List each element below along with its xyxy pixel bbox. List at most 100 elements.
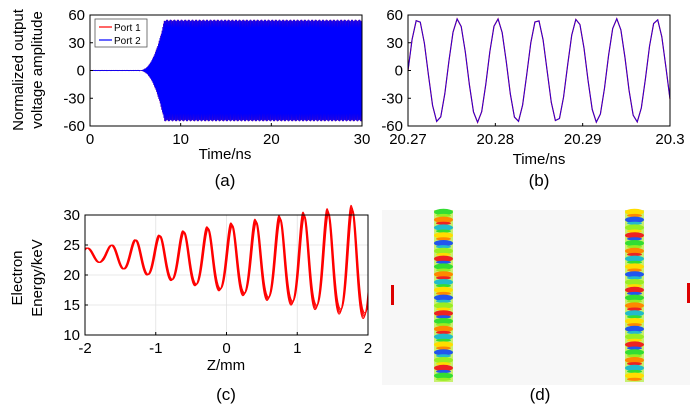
panel-d-beam-bunch-edge <box>627 377 642 381</box>
panel-b-xtick-label: 20.29 <box>564 131 602 148</box>
panel-d-beam-bunch-edge <box>627 252 642 257</box>
panel-b-xtick-label: 20.3 <box>655 131 684 148</box>
panel-d-beam-bunch <box>434 279 453 286</box>
panel-a-ticks: 0 10 20 30 60 30 0 -30 -60 <box>63 7 370 148</box>
panel-d-beam-bunch <box>434 240 453 247</box>
panel-c-caption: (c) <box>216 385 236 404</box>
panel-b-xtick-label: 20.28 <box>477 131 515 148</box>
panel-a-series-port-2 <box>89 19 363 122</box>
panel-c-ytick-label: 15 <box>63 297 80 314</box>
panel-d-beam-bunch-edge <box>436 369 451 374</box>
panel-d-beam-bunch <box>625 294 644 301</box>
panel-d-beam-bunch-edge <box>436 354 451 358</box>
panel-d-beam-bunch-edge <box>436 377 451 381</box>
panel-d-beam-bunch-edge <box>627 315 642 319</box>
panel-c-ytick-label: 30 <box>63 207 80 224</box>
panel-c-xlabel: Z/mm <box>207 357 245 374</box>
panel-d-beam-bunch <box>625 357 644 364</box>
panel-d-beam-bunch-edge <box>627 323 642 327</box>
legend-box <box>94 18 148 48</box>
panel-d-beam-bunch-edge <box>627 237 642 241</box>
panel-c-xtick-label: -2 <box>78 340 91 357</box>
panel-d-beam-bunch-edge <box>436 221 451 225</box>
panel-a-legend: Port 1 Port 2 <box>94 18 148 48</box>
panel-d-beam-bunch <box>625 279 644 286</box>
panel-a-plot-area <box>89 19 363 122</box>
panel-b-plot-area <box>407 17 671 124</box>
panel-d-beam-bunch <box>625 372 644 379</box>
panel-d-beam-bunch-edge <box>627 354 642 358</box>
panel-d-beam-bunch-edge <box>627 284 642 288</box>
panel-d-beam-bunch <box>625 255 644 262</box>
panel-d-beam-bunch <box>434 286 453 294</box>
panel-b-ytick-label: -60 <box>381 118 403 135</box>
panel-d-beam-bunch <box>434 341 453 348</box>
panel-b-xlabel: Time/ns <box>513 151 566 168</box>
panel-d-beam-bunch-edge <box>436 346 451 350</box>
panel-b-caption: (b) <box>529 171 550 190</box>
panel-c-ticks: -2 -1 0 1 2 30 25 20 15 10 <box>63 207 372 357</box>
panel-c-plot-area <box>84 204 369 319</box>
panel-d-beam-bunch-edge <box>436 307 451 311</box>
panel-c-xtick-label: -1 <box>149 340 162 357</box>
panel-d-beam-bunch-edge <box>436 229 451 233</box>
panel-d-beam-bunch-edge <box>627 221 642 225</box>
panel-d-beam-bunch <box>625 224 644 231</box>
panel-d-beam-bunch <box>625 302 644 309</box>
panel-d-beams <box>434 208 644 382</box>
panel-d-beam-bunch-edge <box>627 299 642 303</box>
panel-d: (d) <box>382 208 690 404</box>
panel-d-beam-bunch <box>434 372 453 379</box>
panel-d-caption: (d) <box>530 385 551 404</box>
panel-d-beam-bunch-edge <box>627 338 642 342</box>
panel-c-trajectory <box>84 204 369 319</box>
panel-d-beam-bunch <box>625 325 644 333</box>
panel-d-beam-bunch <box>625 310 644 317</box>
panel-d-beam-bunch-edge <box>627 260 642 264</box>
panel-d-beam-bunch <box>625 263 644 270</box>
panel-d-beam-bunch <box>434 333 453 340</box>
panel-d-beam-bunch <box>434 349 453 356</box>
panel-d-left-marker <box>391 285 394 305</box>
panel-d-beam-bunch <box>625 247 644 255</box>
panel-d-beam-bunch <box>625 208 644 216</box>
panel-d-beam-bunch <box>625 216 644 223</box>
panel-d-beam-bunch-edge <box>627 213 642 218</box>
panel-d-beam-bunch-edge <box>627 346 642 350</box>
panel-d-beam-bunch-edge <box>436 284 451 288</box>
panel-b-ytick-label: 0 <box>395 63 403 80</box>
panel-c-ytick-label: 20 <box>63 267 80 284</box>
legend-label-port-2: Port 2 <box>114 36 141 47</box>
panel-d-beam-bunch-edge <box>436 245 451 249</box>
panel-d-beam-bunch-edge <box>436 315 451 319</box>
panel-d-beam-bunch <box>434 357 453 364</box>
legend-label-port-1: Port 1 <box>114 23 141 34</box>
panel-d-beam-bunch-edge <box>436 252 451 257</box>
panel-d-beam-bunch <box>434 310 453 317</box>
panel-a-xtick-label: 10 <box>172 131 189 148</box>
panel-d-beam-bunch <box>434 302 453 309</box>
panel-d-beam-bunch-edge <box>627 307 642 311</box>
panel-a-ytick-label: -30 <box>63 90 85 107</box>
panel-d-beam-bunch-edge <box>436 260 451 264</box>
panel-a-ytick-label: 30 <box>68 35 85 52</box>
panel-a-ylabel-line-1: Normalized output <box>10 8 27 131</box>
panel-d-right-marker <box>687 283 690 303</box>
panel-d-beam-bunch <box>625 341 644 348</box>
panel-a-ytick-label: 0 <box>77 63 85 80</box>
panel-d-beam-bunch <box>625 271 644 278</box>
panel-d-beam-bunch-edge <box>436 237 451 241</box>
panel-d-beam-bunch-edge <box>436 291 451 296</box>
panel-d-beam-bunch-edge <box>627 291 642 296</box>
panel-d-beam-bunch <box>434 294 453 301</box>
panel-d-beam-bunch-edge <box>627 362 642 366</box>
panel-b-xtick-label: 20.27 <box>389 131 427 148</box>
panel-d-beam-bunch <box>625 333 644 340</box>
panel-d-beam-bunch <box>625 349 644 356</box>
panel-c-ylabel-line-2: Energy/keV <box>29 239 46 317</box>
panel-c-ytick-label: 25 <box>63 237 80 254</box>
panel-b-series-port-2 <box>407 17 671 124</box>
panel-d-beam-bunch <box>625 232 644 239</box>
panel-d-beam-bunch-edge <box>627 229 642 233</box>
